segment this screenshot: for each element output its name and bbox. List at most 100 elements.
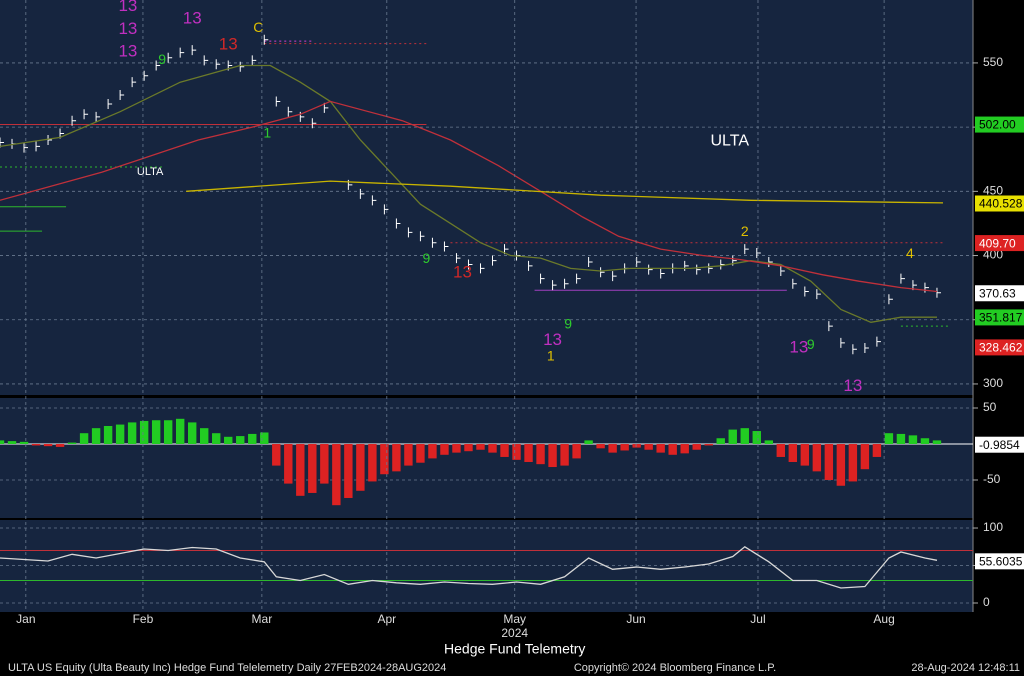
x-tick-label: Mar bbox=[252, 612, 273, 626]
histogram-bar bbox=[656, 443, 665, 453]
histogram-bar bbox=[464, 443, 473, 452]
price-bar bbox=[576, 273, 581, 284]
series-line bbox=[0, 64, 937, 323]
x-tick-label: Aug bbox=[873, 612, 894, 626]
histogram-panel bbox=[0, 398, 973, 518]
price-bar bbox=[600, 267, 605, 278]
price-tag bbox=[975, 436, 1024, 453]
price-tag-label: 409.70 bbox=[979, 236, 1016, 250]
histogram-bar bbox=[187, 422, 197, 444]
histogram-bar bbox=[536, 443, 545, 465]
histogram-bar bbox=[776, 443, 786, 457]
price-bar bbox=[215, 59, 221, 70]
histogram-bar bbox=[19, 441, 29, 444]
price-bar bbox=[876, 336, 881, 347]
count-label: 1 bbox=[547, 348, 555, 364]
price-bar bbox=[696, 264, 701, 275]
count-label: 13 bbox=[183, 9, 202, 28]
histogram-bar bbox=[31, 443, 41, 446]
histogram-bar bbox=[67, 442, 77, 444]
price-bar bbox=[804, 286, 809, 297]
histogram-bar bbox=[248, 433, 257, 444]
price-bar bbox=[900, 273, 905, 284]
y-tick-label: 450 bbox=[983, 184, 1003, 198]
price-bar bbox=[311, 118, 317, 129]
histogram-bar bbox=[728, 429, 737, 444]
histogram-bar bbox=[127, 422, 137, 444]
count-label: 13 bbox=[789, 337, 808, 356]
price-bar bbox=[287, 106, 293, 117]
histogram-bar bbox=[716, 438, 725, 444]
price-bar bbox=[792, 278, 797, 289]
footer-left: ULTA US Equity (Ulta Beauty Inc) Hedge F… bbox=[8, 662, 446, 674]
count-label: 13 bbox=[219, 34, 238, 53]
price-bar bbox=[35, 141, 41, 152]
price-bar bbox=[419, 231, 425, 242]
histogram-bar bbox=[800, 443, 810, 466]
price-bar bbox=[239, 61, 245, 72]
price-bar bbox=[648, 264, 653, 275]
count-label: 13 bbox=[453, 262, 472, 281]
price-bar bbox=[155, 60, 161, 71]
price-bar bbox=[131, 77, 137, 88]
histogram-bar bbox=[500, 443, 509, 457]
histogram-bar bbox=[55, 443, 65, 447]
histogram-bar bbox=[260, 432, 269, 444]
count-label: 4 bbox=[906, 245, 914, 261]
histogram-bar bbox=[175, 418, 185, 444]
histogram-bar bbox=[139, 420, 149, 444]
ticker-label: ULTA bbox=[137, 166, 164, 178]
histogram-bar bbox=[812, 443, 822, 472]
histogram-bar bbox=[200, 428, 209, 444]
price-bar bbox=[564, 278, 569, 289]
price-bar bbox=[383, 204, 389, 215]
histogram-bar bbox=[212, 433, 221, 444]
price-bar bbox=[431, 237, 437, 248]
price-bar bbox=[407, 227, 413, 238]
price-bar bbox=[179, 47, 185, 58]
histogram-bar bbox=[620, 443, 629, 451]
price-tag bbox=[975, 116, 1024, 133]
price-bar bbox=[588, 256, 593, 267]
price-bar bbox=[552, 280, 557, 291]
price-tag bbox=[975, 309, 1024, 326]
price-tag bbox=[975, 195, 1024, 212]
histogram-bar bbox=[79, 433, 89, 444]
x-tick-label: Jun bbox=[626, 612, 645, 626]
y-tick-label: -50 bbox=[983, 472, 1001, 486]
series-line bbox=[0, 100, 938, 293]
histogram-bar bbox=[692, 443, 701, 450]
count-label: 13 bbox=[118, 41, 137, 60]
price-bar bbox=[756, 247, 761, 258]
count-label: 2 bbox=[741, 223, 749, 239]
price-bar bbox=[828, 321, 833, 332]
price-bar bbox=[191, 45, 197, 56]
histogram-bar bbox=[752, 431, 761, 444]
count-label: 1 bbox=[263, 124, 271, 140]
price-bar bbox=[708, 263, 713, 274]
histogram-bar bbox=[224, 436, 233, 444]
x-tick-label: Apr bbox=[377, 612, 396, 626]
price-bar bbox=[95, 111, 101, 122]
histogram-bar bbox=[7, 441, 17, 444]
histogram-bar bbox=[284, 443, 293, 484]
price-tag-label: 440.528 bbox=[979, 197, 1023, 211]
histogram-bar bbox=[404, 443, 413, 466]
histogram-bar bbox=[572, 443, 581, 459]
price-bar bbox=[251, 55, 257, 66]
histogram-bar bbox=[236, 436, 245, 444]
histogram-bar bbox=[908, 435, 918, 444]
price-bar bbox=[167, 52, 173, 63]
y-tick-label: 550 bbox=[983, 55, 1003, 69]
price-panel bbox=[0, 0, 973, 395]
y-tick-label: 50 bbox=[983, 400, 997, 414]
price-bar bbox=[371, 195, 377, 206]
footer-right: 28-Aug-2024 12:48:11 bbox=[911, 662, 1020, 674]
histogram-bar bbox=[848, 443, 858, 482]
histogram-bar bbox=[163, 420, 173, 444]
histogram-bar bbox=[560, 443, 569, 466]
histogram-bar bbox=[368, 443, 377, 482]
rsi-panel bbox=[0, 520, 973, 612]
series-line bbox=[0, 546, 938, 589]
footer-center: Copyright© 2024 Bloomberg Finance L.P. bbox=[574, 662, 776, 674]
